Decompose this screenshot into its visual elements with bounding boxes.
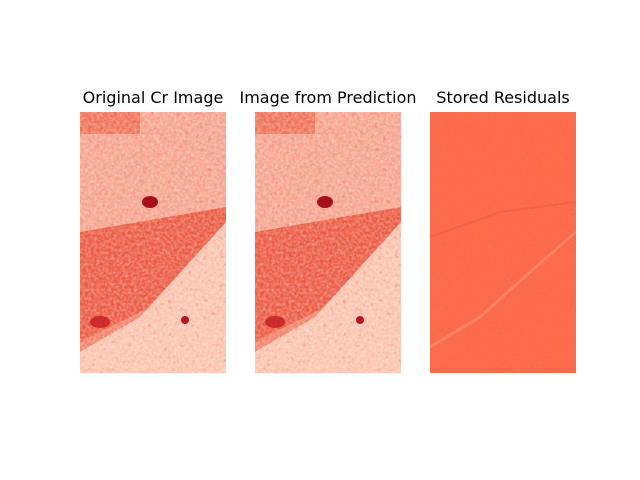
panel-title-original: Original Cr Image xyxy=(82,88,224,107)
panel-title-residuals: Stored Residuals xyxy=(436,88,570,107)
prediction-image xyxy=(255,112,401,373)
panel-title-prediction: Image from Prediction xyxy=(239,88,417,107)
original-cr-image xyxy=(80,112,226,373)
residuals-image xyxy=(430,112,576,373)
residual-heatmap xyxy=(430,112,576,373)
original-cr-heatmap xyxy=(80,112,226,373)
predicted-cr-heatmap xyxy=(255,112,401,373)
